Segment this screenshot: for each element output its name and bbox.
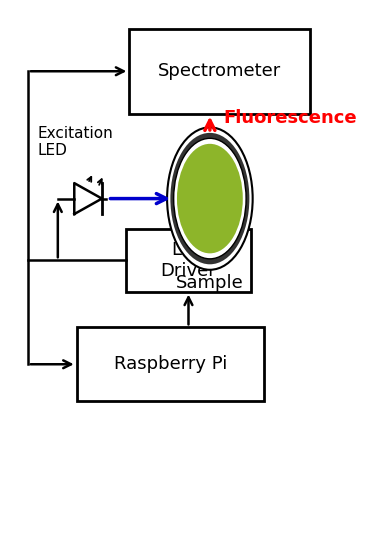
Text: Sample: Sample: [176, 274, 244, 292]
Ellipse shape: [167, 127, 253, 270]
Bar: [77, 327, 264, 401]
Text: Raspberry Pi: Raspberry Pi: [114, 355, 227, 373]
Ellipse shape: [177, 144, 243, 254]
Ellipse shape: [174, 138, 246, 259]
Text: Spectrometer: Spectrometer: [158, 62, 281, 80]
Text: Fluorescence: Fluorescence: [223, 109, 357, 127]
Bar: [129, 29, 310, 113]
Text: Excitation
LED: Excitation LED: [37, 126, 113, 158]
Text: LED
Driver: LED Driver: [160, 241, 217, 280]
Ellipse shape: [171, 133, 249, 264]
Bar: [126, 229, 251, 292]
Polygon shape: [74, 183, 102, 214]
